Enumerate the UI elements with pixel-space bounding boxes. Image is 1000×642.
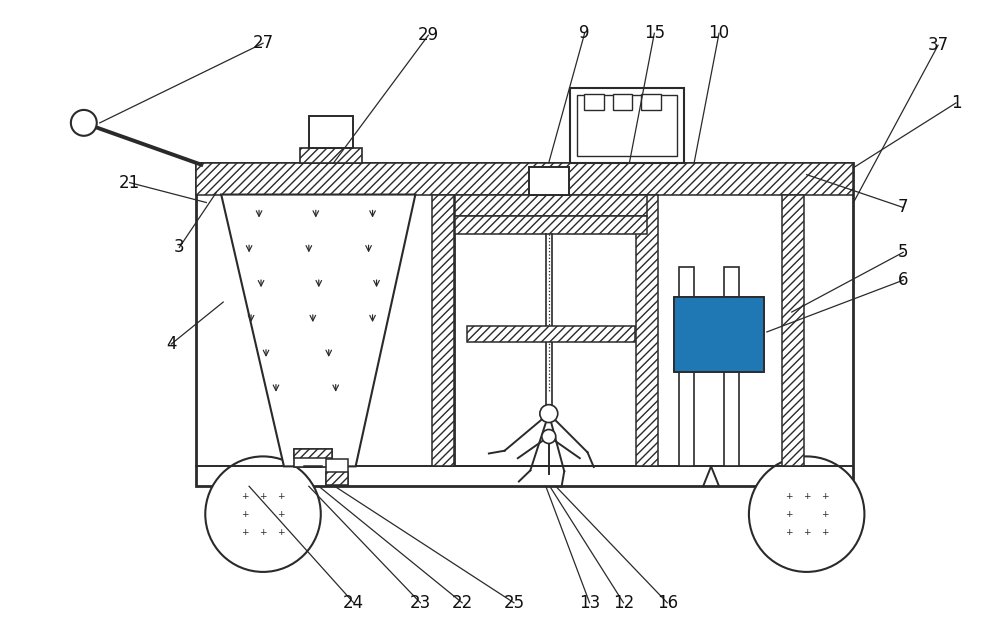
Text: 21: 21 [119, 173, 140, 191]
Bar [613, 94, 632, 110]
Text: 4: 4 [166, 335, 177, 353]
Bar [309, 116, 353, 148]
Text: +: + [821, 492, 828, 501]
Bar [455, 216, 647, 234]
Circle shape [205, 456, 321, 572]
Text: +: + [241, 528, 249, 537]
Bar [196, 162, 853, 195]
Bar [584, 94, 604, 110]
Bar [674, 297, 764, 372]
Bar [577, 95, 677, 156]
Bar [294, 449, 332, 467]
Bar [432, 195, 454, 466]
Bar [455, 195, 647, 216]
Text: 27: 27 [252, 34, 274, 52]
Bar [455, 195, 647, 466]
Text: 15: 15 [644, 24, 665, 42]
Bar [294, 449, 332, 458]
Text: 1: 1 [951, 94, 961, 112]
Bar [724, 267, 739, 466]
Text: 5: 5 [898, 243, 908, 261]
Bar [529, 167, 569, 195]
Bar [641, 94, 661, 110]
Bar [636, 195, 658, 466]
Text: 3: 3 [174, 238, 185, 256]
Circle shape [540, 404, 558, 422]
Text: 7: 7 [898, 198, 908, 216]
Circle shape [71, 110, 97, 136]
Bar [467, 326, 635, 342]
Text: 10: 10 [708, 24, 730, 42]
Polygon shape [221, 195, 415, 466]
Bar [326, 460, 348, 485]
Bar [304, 466, 322, 467]
Text: 12: 12 [613, 594, 634, 612]
Text: +: + [821, 510, 828, 519]
Bar [326, 473, 348, 485]
Text: +: + [277, 510, 285, 519]
Bar [570, 88, 684, 162]
Text: +: + [259, 492, 267, 501]
Text: 24: 24 [343, 594, 364, 612]
Text: +: + [803, 492, 810, 501]
Bar [782, 195, 804, 466]
Text: 6: 6 [898, 271, 908, 289]
Text: +: + [277, 528, 285, 537]
Circle shape [749, 456, 864, 572]
Bar [196, 162, 853, 486]
Text: 9: 9 [579, 24, 590, 42]
Text: +: + [259, 528, 267, 537]
Text: 22: 22 [452, 594, 473, 612]
Text: +: + [803, 528, 810, 537]
Text: 37: 37 [928, 36, 949, 54]
Bar [300, 148, 362, 162]
Text: 13: 13 [579, 594, 600, 612]
Text: +: + [241, 492, 249, 501]
Bar [674, 297, 764, 372]
Text: +: + [277, 492, 285, 501]
Circle shape [542, 429, 556, 444]
Text: 29: 29 [418, 26, 439, 44]
Text: 16: 16 [657, 594, 678, 612]
Text: +: + [241, 510, 249, 519]
Text: +: + [785, 492, 792, 501]
Text: +: + [785, 528, 792, 537]
Bar [679, 267, 694, 466]
Text: +: + [785, 510, 792, 519]
Text: 25: 25 [503, 594, 525, 612]
Text: +: + [821, 528, 828, 537]
Text: 23: 23 [410, 594, 431, 612]
